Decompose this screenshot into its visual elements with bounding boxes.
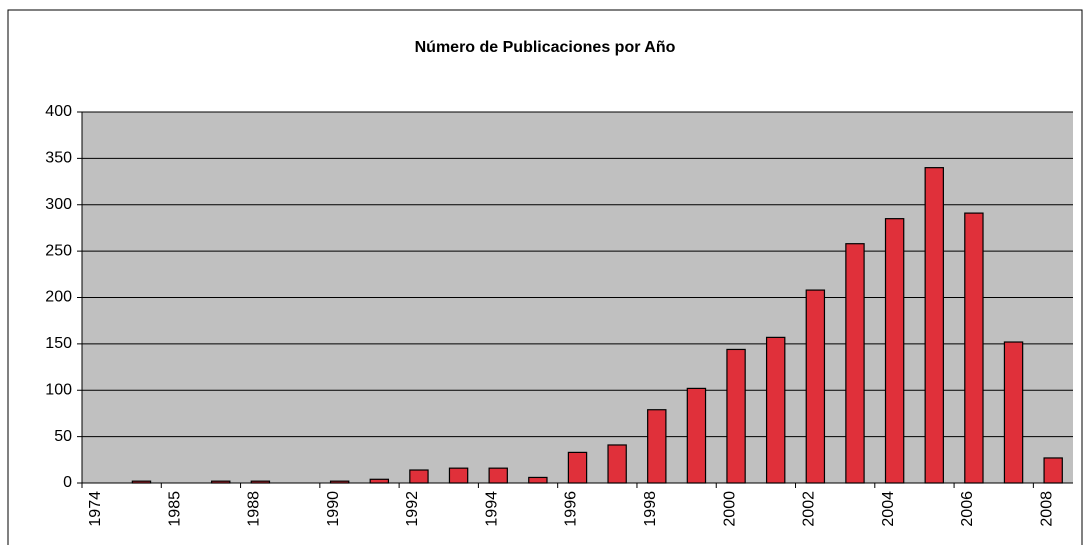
bar <box>607 444 627 484</box>
y-tick-label: 200 <box>45 289 72 306</box>
x-tick-label: 1992 <box>404 491 421 527</box>
bar <box>1043 457 1063 484</box>
x-tick-label: 2004 <box>880 491 897 527</box>
y-tick-label: 0 <box>63 474 72 491</box>
y-tick-label: 300 <box>45 196 72 213</box>
bar <box>211 480 231 484</box>
bar <box>647 409 667 484</box>
x-tick-label: 1994 <box>483 491 500 527</box>
chart-title: Número de Publicaciones por Año <box>415 39 676 56</box>
bar <box>726 348 746 484</box>
y-tick-label: 400 <box>45 103 72 120</box>
bar <box>528 476 548 484</box>
x-tick-label: 2006 <box>959 491 976 527</box>
bar <box>845 243 865 484</box>
bar <box>805 289 826 484</box>
bar <box>964 212 984 484</box>
x-tick-label: 1988 <box>246 491 263 527</box>
x-tick-label: 1998 <box>642 491 659 527</box>
x-tick-label: 2008 <box>1038 491 1055 527</box>
bar <box>884 218 905 484</box>
y-tick-label: 350 <box>45 150 72 167</box>
x-tick-label: 1974 <box>87 491 104 527</box>
y-tick-label: 150 <box>45 335 72 352</box>
bar <box>1003 341 1024 484</box>
x-tick-label: 1985 <box>166 491 183 527</box>
bar <box>488 467 508 484</box>
bar <box>924 167 944 484</box>
bar <box>765 336 786 484</box>
bar <box>329 480 350 484</box>
bar <box>409 469 429 484</box>
bar <box>131 480 152 484</box>
x-tick-label: 2000 <box>721 491 738 527</box>
x-tick-label: 1996 <box>563 491 580 527</box>
x-tick-label: 2002 <box>801 491 818 527</box>
bar <box>448 467 469 484</box>
bar <box>369 478 390 484</box>
y-tick-label: 250 <box>45 242 72 259</box>
y-tick-label: 50 <box>54 428 72 445</box>
x-tick-label: 1990 <box>325 491 342 527</box>
y-tick-label: 100 <box>45 381 72 398</box>
bar <box>250 480 271 484</box>
bar <box>567 451 588 484</box>
bar <box>686 387 707 484</box>
